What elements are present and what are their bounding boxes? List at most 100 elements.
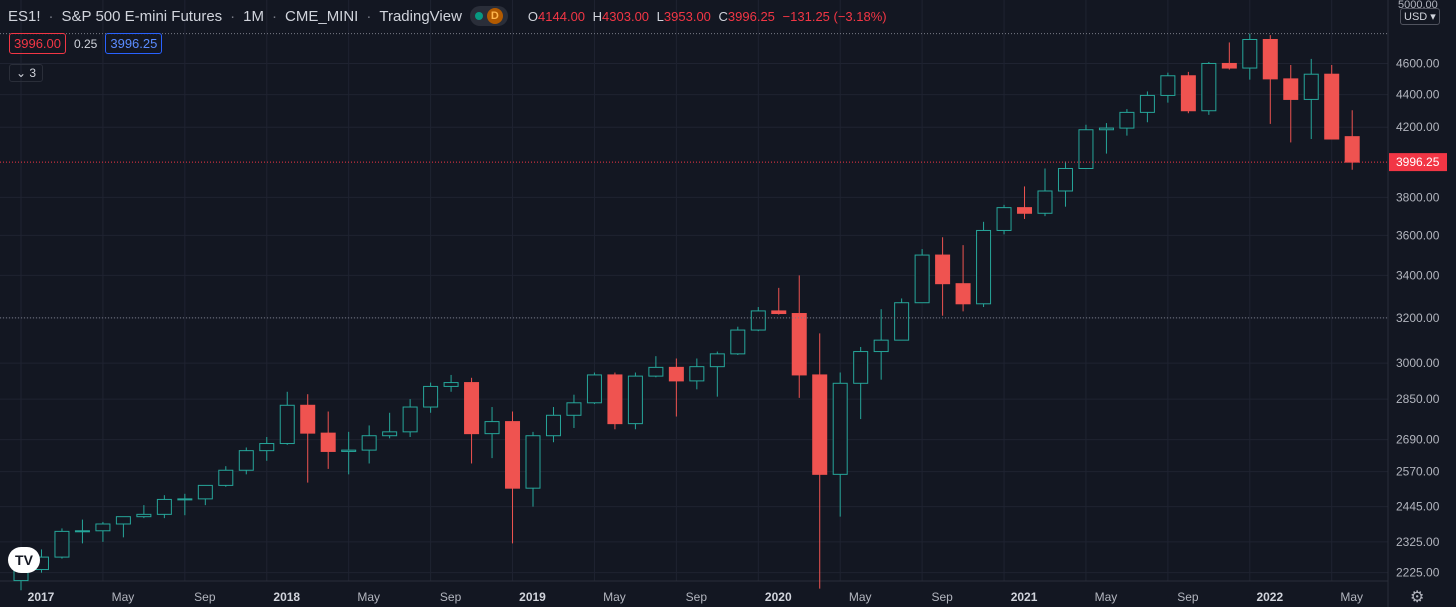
- market-status-pill[interactable]: D: [469, 6, 508, 26]
- candle-body: [914, 254, 930, 304]
- candle-body: [1139, 94, 1155, 113]
- candle-body: [1303, 73, 1319, 100]
- buy-button[interactable]: 3996.25: [105, 33, 163, 54]
- candle-body: [197, 484, 213, 500]
- separator: ·: [366, 7, 372, 25]
- chart-header: ES1! · S&P 500 E-mini Futures · 1M · CME…: [8, 6, 891, 26]
- candle-body: [668, 366, 684, 382]
- x-tick-label: 2018: [273, 590, 300, 604]
- currency-label: USD: [1404, 11, 1428, 23]
- chevron-down-icon: ⌄: [16, 66, 27, 80]
- candle-body: [771, 310, 787, 315]
- quote-panel: 3996.00 0.25 3996.25: [9, 33, 163, 54]
- candle-body: [1221, 62, 1237, 69]
- separator: ·: [230, 7, 236, 25]
- candle-body: [1201, 62, 1217, 112]
- sell-button[interactable]: 3996.00: [9, 33, 66, 54]
- candle-body: [1017, 207, 1033, 214]
- y-tick-label: 4400.00: [1396, 88, 1440, 102]
- x-tick-label: May: [112, 590, 135, 604]
- candle-body: [566, 402, 582, 416]
- candle-body: [873, 339, 889, 353]
- y-tick-label: 2325.00: [1396, 535, 1440, 549]
- candle-body: [689, 366, 705, 382]
- exchange-label: CME_MINI: [285, 7, 359, 25]
- y-tick-label: 3400.00: [1396, 268, 1440, 282]
- y-tick-label: 2570.00: [1396, 465, 1440, 479]
- candle-body: [1057, 167, 1073, 192]
- candle-body: [955, 283, 971, 305]
- indicators-toggle[interactable]: ⌄ 3: [9, 64, 44, 82]
- candle-body: [1242, 38, 1258, 69]
- candle-body: [484, 421, 500, 435]
- change-value: −131.25 (−3.18%): [782, 8, 887, 24]
- ohlc-readout: O4144.00 H4303.00 L3953.00 C3996.25 −131…: [528, 9, 891, 24]
- candle-body: [1283, 78, 1299, 100]
- source-label: TradingView: [379, 7, 462, 25]
- candle-body: [627, 375, 643, 425]
- x-tick-label: 2022: [1256, 590, 1283, 604]
- candle-body: [853, 351, 869, 384]
- candle-body: [586, 374, 602, 404]
- reference-lines: [0, 33, 1388, 319]
- instrument-name: S&P 500 E-mini Futures: [61, 7, 223, 25]
- interval-label[interactable]: 1M: [243, 7, 265, 25]
- candle-body: [74, 530, 90, 533]
- close-key: C: [718, 8, 728, 24]
- indicators-count: 3: [29, 66, 37, 80]
- candle-body: [812, 374, 828, 475]
- candle-body: [1344, 136, 1360, 163]
- candle-body: [709, 353, 725, 368]
- delayed-data-icon: D: [486, 8, 503, 24]
- chevron-down-icon: ▾: [1430, 11, 1436, 23]
- y-tick-label: 2690.00: [1396, 433, 1440, 447]
- y-tick-label: 2225.00: [1396, 566, 1440, 580]
- candle-body: [525, 435, 541, 489]
- y-tick-label: 4600.00: [1396, 56, 1440, 70]
- last-price-label: 3996.25: [1396, 155, 1440, 169]
- candle-body: [1262, 38, 1278, 80]
- open-value: 4144.00: [538, 8, 586, 24]
- y-tick-label: 2445.00: [1396, 500, 1440, 514]
- candle-body: [177, 498, 193, 501]
- gear-icon[interactable]: ⚙: [1410, 589, 1425, 606]
- high-key: H: [592, 8, 603, 24]
- currency-select[interactable]: USD ▾: [1400, 8, 1440, 25]
- candle-body: [545, 414, 561, 437]
- market-open-icon: [474, 12, 483, 20]
- spread-value: 0.25: [74, 36, 98, 51]
- x-tick-label: Sep: [1177, 590, 1199, 604]
- x-tick-label: Sep: [686, 590, 708, 604]
- candle-body: [136, 513, 152, 518]
- candle-body: [894, 302, 910, 341]
- candle-body: [423, 385, 439, 408]
- candle-body: [218, 469, 234, 486]
- y-top-label: 5000.00: [1398, 0, 1438, 11]
- candle-body: [730, 329, 746, 355]
- candle-body: [95, 523, 111, 532]
- x-tick-label: May: [1340, 590, 1363, 604]
- candle-body: [607, 374, 623, 425]
- candle-body: [361, 435, 377, 451]
- y-tick-label: 4200.00: [1396, 120, 1440, 134]
- candle-body: [382, 431, 398, 437]
- x-tick-label: Sep: [440, 590, 462, 604]
- low-key: L: [656, 8, 664, 24]
- candle-body: [320, 432, 336, 452]
- candle-body: [443, 382, 459, 387]
- candle-body: [279, 404, 295, 445]
- y-tick-label: 3200.00: [1396, 311, 1440, 325]
- x-tick-label: 2019: [519, 590, 546, 604]
- candle-body: [259, 443, 275, 452]
- y-tick-label: 3000.00: [1396, 356, 1440, 370]
- candle-body: [238, 450, 254, 471]
- tradingview-logo-icon[interactable]: TV: [8, 547, 40, 573]
- symbol-label[interactable]: ES1!: [8, 7, 41, 25]
- x-tick-label: Sep: [931, 590, 953, 604]
- candle-body: [505, 421, 521, 489]
- open-key: O: [527, 8, 539, 24]
- x-tick-label: May: [849, 590, 872, 604]
